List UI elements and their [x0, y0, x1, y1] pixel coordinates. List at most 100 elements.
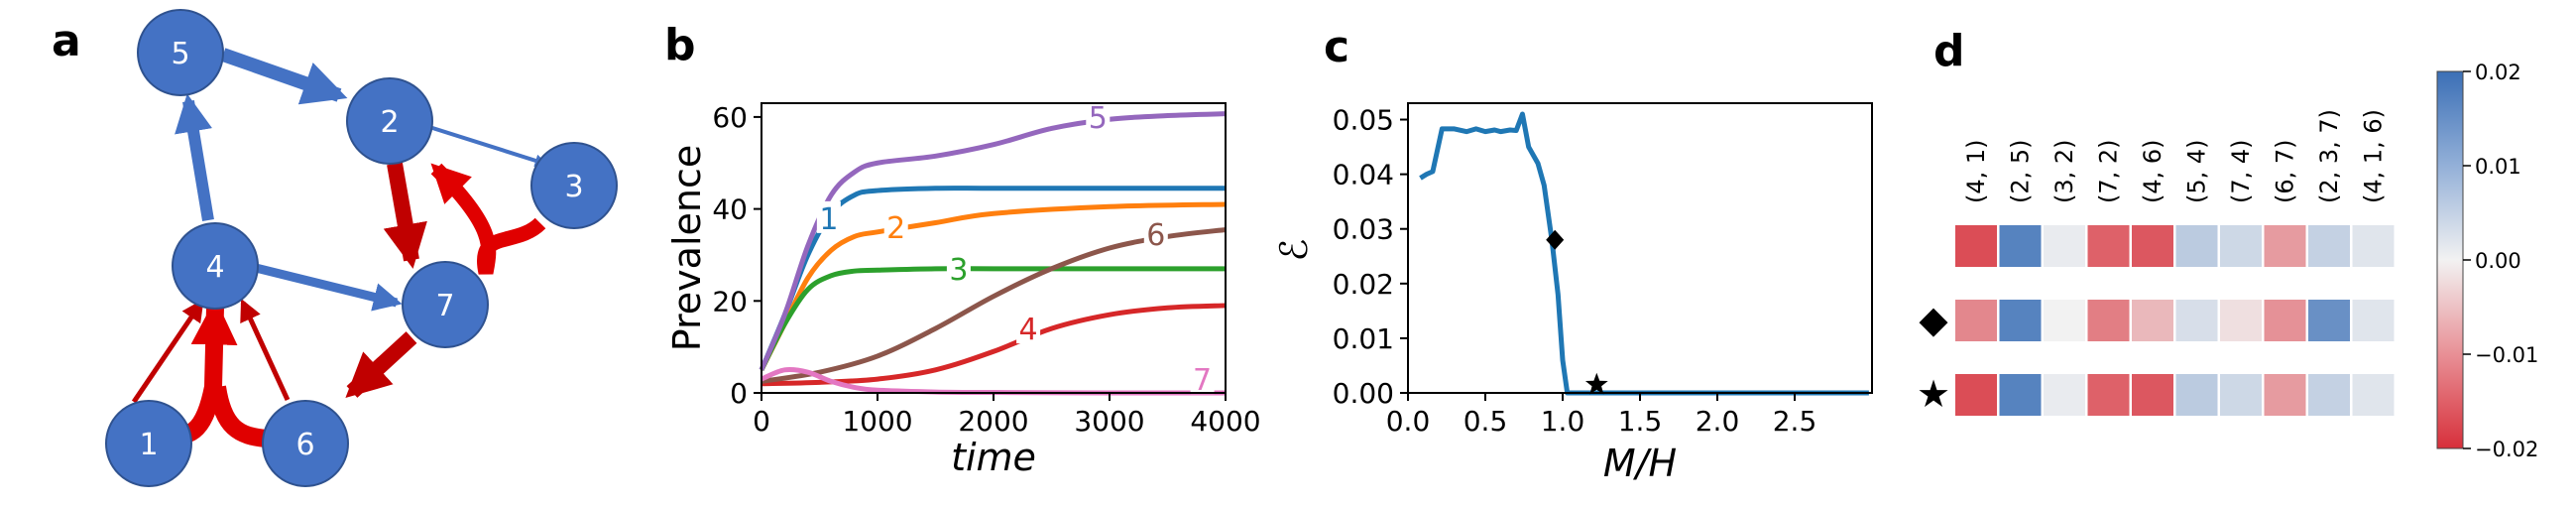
- heatmap-cell: [1999, 374, 2042, 416]
- prevalence-plot-area: 1 2 3 4 5 6 7: [759, 99, 1227, 398]
- heatmap-column-label: (4, 1): [1962, 139, 1990, 203]
- node-5: [137, 9, 224, 96]
- heatmap-column-label: (4, 1, 6): [2360, 109, 2388, 203]
- heatmap-cell: [2044, 374, 2085, 416]
- edge-2-7: [383, 162, 427, 269]
- heatmap-cell: [2087, 374, 2130, 416]
- heatmap-column-label: (2, 3, 7): [2315, 109, 2343, 203]
- efficiency-ylabel: ℰ: [1272, 238, 1316, 261]
- heatmap-cell: [1999, 225, 2042, 267]
- heatmap-chart: (4, 1) (2, 5) (3, 2) (7, 2) (4, 6) (5, 4) (7, …: [1917, 61, 2538, 461]
- heatmap-cell: [2264, 225, 2306, 267]
- heatmap-cell: [2220, 225, 2262, 267]
- heatmap-cell: [2352, 374, 2395, 416]
- panel-letter-c: c: [1324, 22, 1349, 72]
- node-label-3: 3: [564, 170, 583, 204]
- x-tick-label: 2.5: [1773, 405, 1817, 438]
- x-tick-label: 0: [753, 405, 770, 438]
- efficiency-ticks: 0.0 0.5 1.0 1.5 2.0 2.5 0.00 0.01 0.02 0.03 0.04 0.…: [1333, 104, 1817, 438]
- series-label-bg-6: [1143, 217, 1168, 250]
- series-line-3: [759, 266, 1226, 371]
- series-label-5: 5: [1089, 101, 1108, 136]
- heatmap-cell: [1955, 300, 1997, 341]
- colorbar-tick-label: −0.01: [2475, 343, 2538, 367]
- x-tick-label: 1.5: [1618, 405, 1663, 438]
- y-tick-label: 0.01: [1333, 322, 1394, 355]
- efficiency-plot-area: [1419, 111, 1869, 396]
- efficiency-line: [1419, 111, 1869, 396]
- prevalence-ticks: 0 1000 2000 3000 4000 0 20 40 60: [712, 101, 1260, 438]
- star-marker: [1584, 372, 1608, 395]
- colorbar-tick-label: 0.00: [2475, 249, 2521, 273]
- node-6: [262, 400, 349, 487]
- colorbar-tick-label: −0.02: [2475, 438, 2538, 461]
- heatmap-column-label: (7, 4): [2227, 139, 2255, 203]
- edge-4-5: [175, 93, 214, 221]
- y-tick-label: 0.04: [1333, 159, 1394, 191]
- prevalence-chart: 1 2 3 4 5 6 7 0 1000 2000 3000 4000 0 20 40 60 time Pr…: [665, 99, 1261, 479]
- heatmap-cells: [1955, 225, 2395, 416]
- node-label-4: 4: [205, 250, 224, 285]
- colorbar-ticks: 0.02 0.01 0.00 −0.01 −0.02: [2463, 61, 2538, 461]
- heatmap-row-marker: ★: [1917, 372, 1950, 416]
- heatmap-column-label: (6, 7): [2272, 139, 2299, 203]
- heatmap-cell: [2220, 374, 2262, 416]
- colorbar: [2436, 70, 2464, 449]
- node-2: [346, 77, 433, 165]
- y-tick-label: 0.03: [1333, 213, 1394, 246]
- heatmap-cell: [2220, 300, 2262, 341]
- heatmap-cell: [2175, 374, 2218, 416]
- edge-2-3: [428, 125, 548, 168]
- heatmap-cell: [2132, 374, 2173, 416]
- heatmap-cell: [2352, 300, 2395, 341]
- heatmap-column-label: (4, 6): [2139, 139, 2166, 203]
- series-line-5: [759, 111, 1227, 371]
- node-1: [105, 400, 192, 487]
- heatmap-cell: [2087, 225, 2130, 267]
- efficiency-xlabel: M/H: [1603, 442, 1677, 485]
- colorbar-tick-label: 0.01: [2475, 155, 2521, 179]
- heatmap-cell: [1955, 374, 1997, 416]
- heatmap-cell: [2264, 374, 2306, 416]
- heatmap-cell: [2175, 225, 2218, 267]
- panel-letter-d: d: [1933, 26, 1965, 76]
- heatmap-column-labels: (4, 1) (2, 5) (3, 2) (7, 2) (4, 6) (5, 4) (7, …: [1962, 109, 2388, 203]
- efficiency-axes-frame: [1407, 102, 1873, 394]
- heatmap-column-label: (7, 2): [2095, 139, 2123, 203]
- diamond-marker: [1546, 229, 1565, 250]
- heatmap-cell: [1999, 300, 2042, 341]
- series-label-1: 1: [819, 202, 838, 237]
- series-label-bg-5: [1086, 99, 1111, 132]
- heatmap-column-label: (2, 5): [2007, 139, 2035, 203]
- node-3: [530, 142, 618, 229]
- heatmap-cell: [2308, 225, 2350, 267]
- node-7: [402, 261, 489, 348]
- heatmap-cell: [1955, 225, 1997, 267]
- node-4: [172, 222, 259, 310]
- heatmap-cell: [2352, 225, 2395, 267]
- edge-7-6: [345, 331, 417, 399]
- edge-4-7: [254, 263, 403, 312]
- hyperedge-1-6-4-branch: [208, 385, 269, 447]
- heatmap-column-label: (3, 2): [2050, 139, 2078, 203]
- x-tick-label: 3000: [1074, 405, 1144, 438]
- series-label-3: 3: [949, 253, 968, 288]
- network-nodes: 1 2 3 4 5 6 7: [105, 9, 618, 487]
- series-label-bg-4: [1016, 312, 1041, 344]
- colorbar-tick-label: 0.02: [2475, 61, 2521, 84]
- series-line-7: [761, 366, 1227, 396]
- node-label-2: 2: [380, 105, 399, 140]
- series-label-bg-2: [883, 210, 908, 243]
- heatmap-cell: [2044, 300, 2085, 341]
- edge-1-4: [131, 299, 204, 404]
- heatmap-cell: [2132, 225, 2173, 267]
- x-tick-label: 0.5: [1464, 405, 1508, 438]
- heatmap-column-label: (5, 4): [2183, 139, 2211, 203]
- network-edges: [131, 48, 548, 447]
- series-label-bg-1: [816, 200, 841, 233]
- node-label-6: 6: [295, 428, 314, 462]
- series-label-7: 7: [1193, 363, 1212, 398]
- y-tick-label: 40: [712, 193, 748, 226]
- x-tick-label: 4000: [1190, 405, 1260, 438]
